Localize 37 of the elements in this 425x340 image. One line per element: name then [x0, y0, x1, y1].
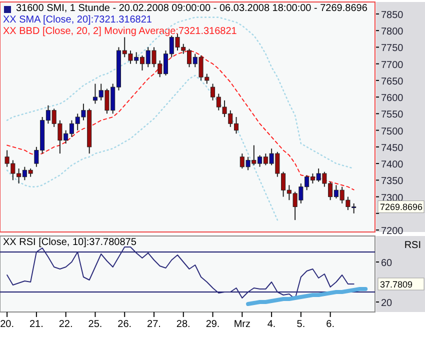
- annotation: XX SMA [Close, 20]:7321.316821: [3, 14, 152, 26]
- y-tick-label: 7600: [381, 93, 404, 104]
- x-tick-label: 25.: [88, 319, 102, 330]
- x-tick-label: Mrz: [234, 319, 250, 330]
- y-axis-title: RSI: [404, 240, 421, 251]
- x-tick-label: 20.: [0, 319, 14, 330]
- y-tick-label: 20: [381, 298, 393, 309]
- x-tick-label: 27.: [147, 319, 161, 330]
- text: 7269.8696: [380, 202, 423, 212]
- x-tick-label: 29.: [206, 319, 220, 330]
- line-series: [6, 246, 354, 300]
- y-tick-label: 7750: [381, 43, 404, 54]
- y-tick-label: 7200: [381, 226, 404, 238]
- chart-title: 31600 SMI, 1 Stunde - 20.02.2008 09:00:00 - 06.03.2008 18:00:00 - 7269.8696: [16, 3, 368, 14]
- x-tick-label: 4.: [267, 319, 276, 330]
- y-tick-label: 7500: [381, 126, 404, 138]
- x-tick-label: 6.: [326, 319, 334, 330]
- y-tick-label: 7550: [381, 110, 404, 121]
- chart-title: XX RSI [Close, 10]:37.780875: [3, 237, 137, 248]
- x-tick-label: 28.: [176, 319, 190, 330]
- y-tick-label: 7850: [381, 10, 404, 21]
- text: 37.7809: [380, 280, 413, 290]
- y-tick-label: 7400: [381, 160, 404, 171]
- x-tick-label: 22.: [58, 319, 73, 330]
- y-tick-label: 7650: [381, 76, 404, 88]
- y-tick-label: 7450: [381, 142, 404, 154]
- line-series: [6, 50, 354, 190]
- x-tick-label: 26.: [118, 319, 132, 330]
- y-tick-label: 7700: [381, 60, 404, 71]
- line-series: [6, 74, 278, 221]
- y-tick-label: 60: [381, 258, 393, 269]
- text: XX BBD [Close, 20, 2] Moving Average:7321.316821: [3, 26, 238, 37]
- x-tick-label: 5.: [296, 319, 306, 330]
- y-tick-label: 7800: [381, 26, 404, 38]
- y-tick-label: 7350: [381, 176, 404, 188]
- x-tick-label: 21.: [29, 319, 44, 330]
- line-series: [246, 287, 368, 306]
